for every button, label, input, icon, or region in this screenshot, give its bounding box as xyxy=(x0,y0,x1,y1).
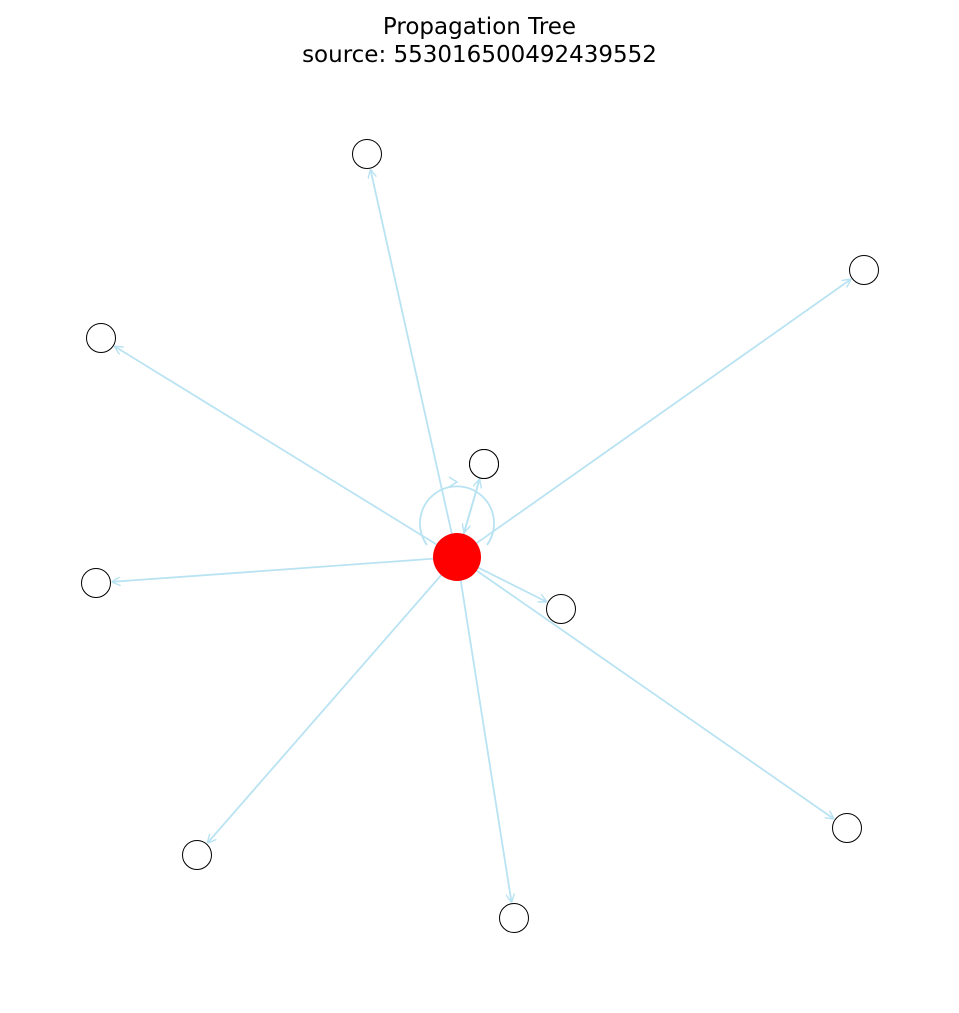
self-loop-edge xyxy=(419,485,495,546)
edges-layer xyxy=(112,170,850,902)
child-node-c8 xyxy=(499,903,529,933)
edge-553016500492439552-to-c5 xyxy=(112,557,443,582)
source-node xyxy=(433,533,481,581)
edge-553016500492439552-to-c3 xyxy=(468,280,851,550)
child-node-c6 xyxy=(546,594,576,624)
edge-553016500492439552-to-c9 xyxy=(468,564,834,818)
chart-title-line1: Propagation Tree xyxy=(383,14,576,40)
edge-553016500492439552-to-c2 xyxy=(371,170,455,544)
child-node-c2 xyxy=(352,139,382,169)
child-node-c5 xyxy=(81,568,111,598)
edge-553016500492439552-to-c10 xyxy=(460,480,479,544)
chart-title-line2: source: 553016500492439552 xyxy=(302,42,657,68)
edge-553016500492439552-to-c4 xyxy=(115,347,446,551)
child-node-c9 xyxy=(832,813,862,843)
nodes-layer xyxy=(81,139,879,933)
child-node-c3 xyxy=(849,255,879,285)
edge-553016500492439552-to-c6 xyxy=(469,562,546,601)
child-node-c4 xyxy=(86,323,116,353)
edge-553016500492439552-to-c8 xyxy=(458,571,511,901)
self-loop-arrowhead xyxy=(448,476,459,488)
child-node-c10 xyxy=(469,449,499,479)
edge-553016500492439552-to-c7 xyxy=(208,567,449,843)
child-node-c7 xyxy=(182,840,212,870)
